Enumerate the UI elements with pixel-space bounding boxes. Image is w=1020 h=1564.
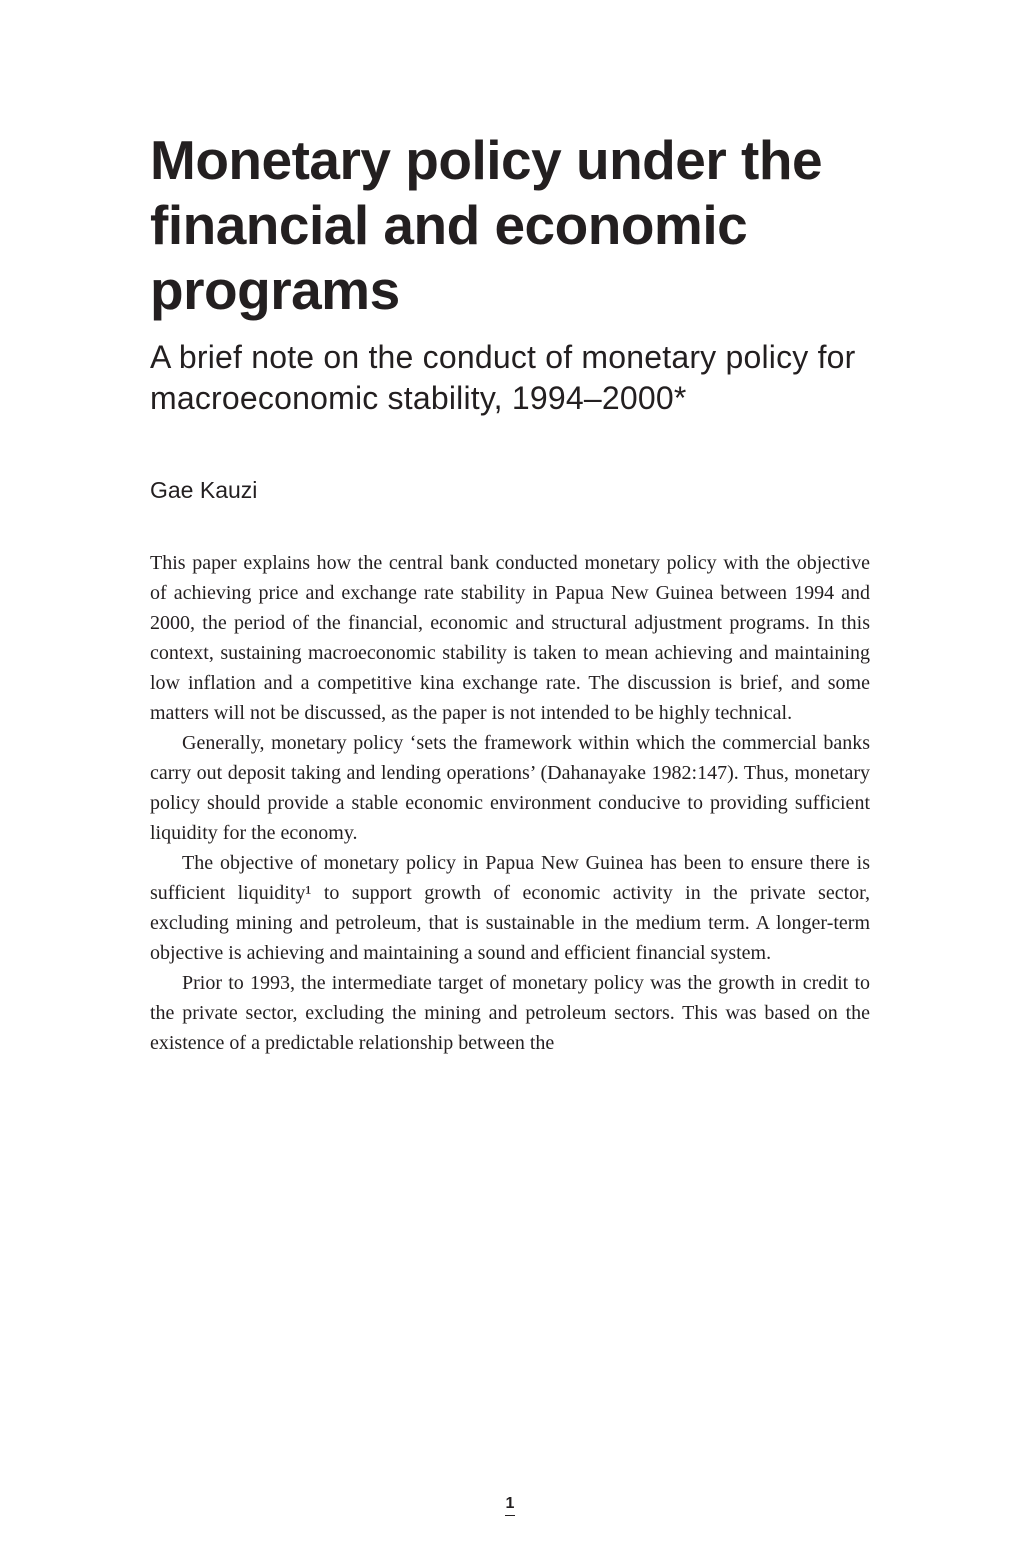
body-text: This paper explains how the central bank… <box>150 548 870 1058</box>
document-title: Monetary policy under the financial and … <box>150 128 870 323</box>
paragraph: Prior to 1993, the intermediate target o… <box>150 968 870 1058</box>
page-number-value: 1 <box>505 1495 516 1516</box>
document-page: Monetary policy under the financial and … <box>0 0 1020 1564</box>
author-name: Gae Kauzi <box>150 477 870 504</box>
document-subtitle: A brief note on the conduct of monetary … <box>150 337 870 419</box>
paragraph: The objective of monetary policy in Papu… <box>150 848 870 968</box>
page-number: 1 <box>0 1495 1020 1516</box>
paragraph: Generally, monetary policy ‘sets the fra… <box>150 728 870 848</box>
paragraph: This paper explains how the central bank… <box>150 548 870 728</box>
